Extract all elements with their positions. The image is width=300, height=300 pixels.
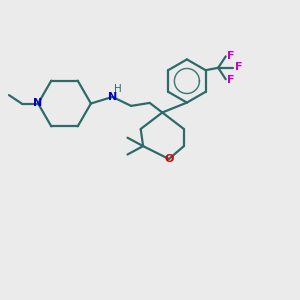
Text: N: N [108,92,117,102]
Text: O: O [164,154,174,164]
Text: H: H [114,83,122,94]
Text: F: F [227,51,235,61]
Text: F: F [235,62,242,72]
Text: F: F [227,75,235,85]
Text: N: N [34,98,43,109]
